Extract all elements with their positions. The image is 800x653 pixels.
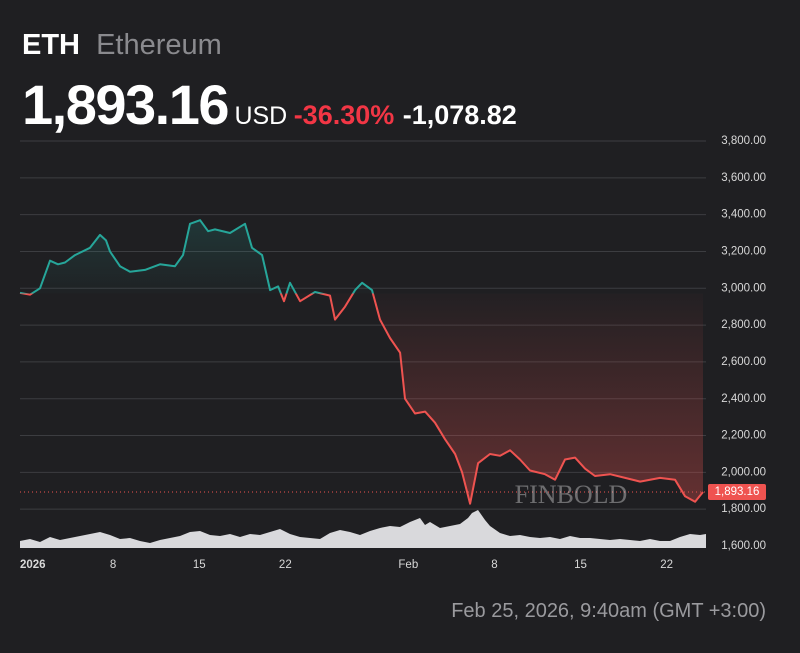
last-price-label: 1,893.16 bbox=[715, 486, 760, 498]
y-tick-label: 3,400.00 bbox=[721, 209, 766, 221]
x-tick-label: 15 bbox=[193, 559, 206, 571]
y-tick-label: 2,800.00 bbox=[721, 319, 766, 331]
change: -1,078.82 bbox=[403, 100, 517, 130]
price-line bbox=[19, 219, 704, 505]
price: 1,893.16 bbox=[22, 73, 228, 136]
currency: USD bbox=[234, 102, 287, 130]
last-price-tag bbox=[708, 484, 766, 501]
y-tick-label: 2,600.00 bbox=[721, 356, 766, 368]
y-tick-label: 1,800.00 bbox=[721, 503, 766, 515]
y-tick-label: 2,200.00 bbox=[721, 430, 766, 442]
y-tick-label: 1,600.00 bbox=[721, 540, 766, 552]
price-area bbox=[20, 220, 703, 504]
timestamp: Feb 25, 2026, 9:40am (GMT +3:00) bbox=[451, 600, 766, 622]
x-tick-label: 8 bbox=[491, 559, 497, 571]
y-tick-label: 3,800.00 bbox=[721, 135, 766, 147]
x-tick-label: Feb bbox=[398, 559, 418, 571]
plot: 1,893.16 bbox=[19, 219, 766, 505]
header: ETH Ethereum bbox=[22, 29, 222, 61]
y-tick-label: 3,000.00 bbox=[721, 282, 766, 294]
y-tick-label: 2,400.00 bbox=[721, 393, 766, 405]
x-tick-label: 15 bbox=[574, 559, 587, 571]
x-tick-label: 22 bbox=[279, 559, 292, 571]
x-tick-label: 2026 bbox=[20, 559, 46, 571]
symbol: ETH bbox=[22, 29, 80, 61]
x-tick-label: 8 bbox=[110, 559, 116, 571]
change-percent: -36.30% bbox=[294, 100, 395, 130]
volume-area bbox=[20, 510, 706, 548]
watermark: FINBOLD bbox=[515, 480, 628, 509]
price-line: 1,893.16 USD -36.30% -1,078.82 bbox=[22, 73, 517, 136]
y-tick-label: 2,000.00 bbox=[721, 466, 766, 478]
asset-name: Ethereum bbox=[96, 29, 222, 61]
x-tick-label: 22 bbox=[660, 559, 673, 571]
grid: 1,600.00 1,800.00 2,000.00 2,200.00 2,400.00… bbox=[20, 135, 766, 571]
y-tick-label: 3,600.00 bbox=[721, 172, 766, 184]
y-tick-label: 3,200.00 bbox=[721, 245, 766, 257]
